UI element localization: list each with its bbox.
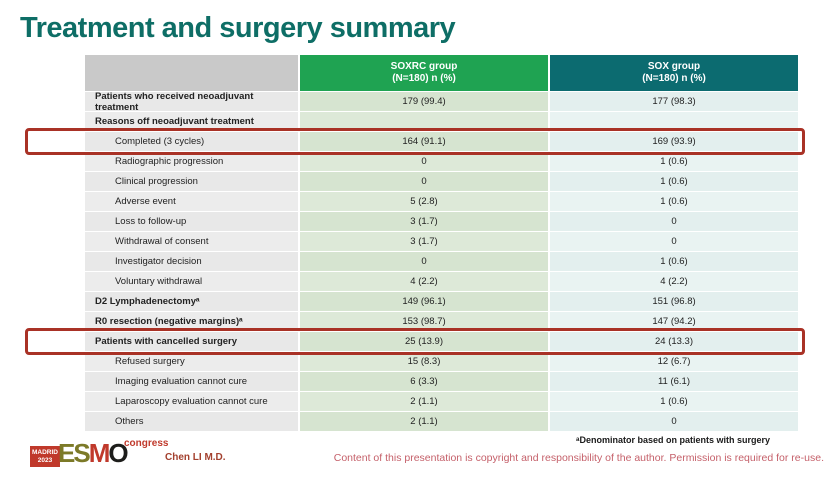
table-row: Laparoscopy evaluation cannot cure 2 (1.1… <box>85 392 800 411</box>
row-label: Others <box>85 412 298 431</box>
esmo-letter-o: O <box>108 438 128 468</box>
copyright-notice: Content of this presentation is copyrigh… <box>333 452 824 464</box>
soxrc-value: 4 (2.2) <box>300 272 548 291</box>
row-label: Radiographic progression <box>85 152 298 171</box>
esmo-congress-logo: MADRID 2023 ESMO congress <box>30 438 168 474</box>
soxrc-value: 149 (96.1) <box>300 292 548 311</box>
sox-value: 0 <box>550 412 798 431</box>
row-label: Withdrawal of consent <box>85 232 298 251</box>
table-row: Adverse event 5 (2.8) 1 (0.6) <box>85 192 800 211</box>
sox-value: 147 (94.2) <box>550 312 798 331</box>
table-row: Patients with cancelled surgery 25 (13.9)… <box>25 328 805 355</box>
sox-value: 177 (98.3) <box>550 92 798 111</box>
table-row: Clinical progression 0 1 (0.6) <box>85 172 800 191</box>
row-label: Investigator decision <box>85 252 298 271</box>
soxrc-value: 5 (2.8) <box>300 192 548 211</box>
row-label: Imaging evaluation cannot cure <box>85 372 298 391</box>
table-row: Loss to follow-up 3 (1.7) 0 <box>85 212 800 231</box>
soxrc-value: 179 (99.4) <box>300 92 548 111</box>
page-title: Treatment and surgery summary <box>20 12 456 44</box>
table-header-row: SOXRC group (N=180) n (%) SOX group (N=1… <box>85 55 800 91</box>
soxrc-value: 25 (13.9) <box>300 332 548 351</box>
sox-value: 0 <box>550 212 798 231</box>
row-label: Reasons off neoadjuvant treatment <box>85 112 298 131</box>
row-label: Adverse event <box>85 192 298 211</box>
logo-year-text: 2023 <box>37 456 53 464</box>
header-empty-cell <box>85 55 298 91</box>
sox-value <box>550 112 798 131</box>
header-sox-subtitle: (N=180) n (%) <box>642 73 706 84</box>
row-label: Completed (3 cycles) <box>85 132 298 151</box>
table-row: Investigator decision 0 1 (0.6) <box>85 252 800 271</box>
soxrc-value: 153 (98.7) <box>300 312 548 331</box>
table-row: Imaging evaluation cannot cure 6 (3.3) 11 … <box>85 372 800 391</box>
row-label: Loss to follow-up <box>85 212 298 231</box>
footnote: ᵃDenominator based on patients with surg… <box>576 435 770 445</box>
header-soxrc-title: SOXRC group <box>390 60 458 72</box>
row-label: D2 Lymphadenectomyᵃ <box>85 292 298 311</box>
soxrc-value: 2 (1.1) <box>300 412 548 431</box>
sox-value: 1 (0.6) <box>550 172 798 191</box>
sox-value: 12 (6.7) <box>550 352 798 371</box>
row-label: Refused surgery <box>85 352 298 371</box>
soxrc-value: 0 <box>300 172 548 191</box>
logo-city-text: MADRID <box>32 448 58 456</box>
sox-value: 1 (0.6) <box>550 192 798 211</box>
sox-value: 1 (0.6) <box>550 252 798 271</box>
row-label: R0 resection (negative margins)ᵃ <box>85 312 298 331</box>
row-label: Patients with cancelled surgery <box>85 332 298 351</box>
presenter-name: Chen LI M.D. <box>165 452 226 463</box>
table-row: Voluntary withdrawal 4 (2.2) 4 (2.2) <box>85 272 800 291</box>
row-label: Laparoscopy evaluation cannot cure <box>85 392 298 411</box>
table-body: Patients who received neoadjuvant treatm… <box>25 91 805 431</box>
table-row: Refused surgery 15 (8.3) 12 (6.7) <box>85 352 800 371</box>
soxrc-value: 0 <box>300 252 548 271</box>
sox-value: 4 (2.2) <box>550 272 798 291</box>
soxrc-value: 0 <box>300 152 548 171</box>
summary-table: SOXRC group (N=180) n (%) SOX group (N=1… <box>25 55 805 431</box>
congress-label: congress <box>124 438 169 449</box>
soxrc-value: 164 (91.1) <box>300 132 548 151</box>
soxrc-value: 15 (8.3) <box>300 352 548 371</box>
table-row: Withdrawal of consent 3 (1.7) 0 <box>85 232 800 251</box>
soxrc-value: 3 (1.7) <box>300 232 548 251</box>
esmo-letters-es: ES <box>58 438 91 468</box>
header-soxrc-group: SOXRC group (N=180) n (%) <box>300 55 548 91</box>
table-row: Patients who received neoadjuvant treatm… <box>85 91 800 113</box>
table-row: Others 2 (1.1) 0 <box>85 412 800 431</box>
soxrc-value: 6 (3.3) <box>300 372 548 391</box>
header-sox-group: SOX group (N=180) n (%) <box>550 55 798 91</box>
esmo-wordmark: ESMO <box>58 438 129 469</box>
sox-value: 1 (0.6) <box>550 152 798 171</box>
table-row: Reasons off neoadjuvant treatment <box>85 112 800 131</box>
table-row: Completed (3 cycles) 164 (91.1) 169 (93.9) <box>25 128 805 155</box>
table-row: R0 resection (negative margins)ᵃ 153 (98.… <box>85 312 800 331</box>
madrid-2023-badge: MADRID 2023 <box>30 446 60 467</box>
soxrc-value <box>300 112 548 131</box>
header-sox-title: SOX group <box>647 60 701 72</box>
sox-value: 0 <box>550 232 798 251</box>
sox-value: 151 (96.8) <box>550 292 798 311</box>
table-row: D2 Lymphadenectomyᵃ 149 (96.1) 151 (96.8) <box>85 292 800 311</box>
header-soxrc-subtitle: (N=180) n (%) <box>392 73 456 84</box>
esmo-letter-m: M <box>88 438 111 468</box>
table-row: Radiographic progression 0 1 (0.6) <box>85 152 800 171</box>
row-label: Voluntary withdrawal <box>85 272 298 291</box>
row-label: Patients who received neoadjuvant treatm… <box>85 91 298 113</box>
soxrc-value: 2 (1.1) <box>300 392 548 411</box>
sox-value: 169 (93.9) <box>550 132 798 151</box>
row-label: Clinical progression <box>85 172 298 191</box>
sox-value: 24 (13.3) <box>550 332 798 351</box>
soxrc-value: 3 (1.7) <box>300 212 548 231</box>
sox-value: 11 (6.1) <box>550 372 798 391</box>
sox-value: 1 (0.6) <box>550 392 798 411</box>
